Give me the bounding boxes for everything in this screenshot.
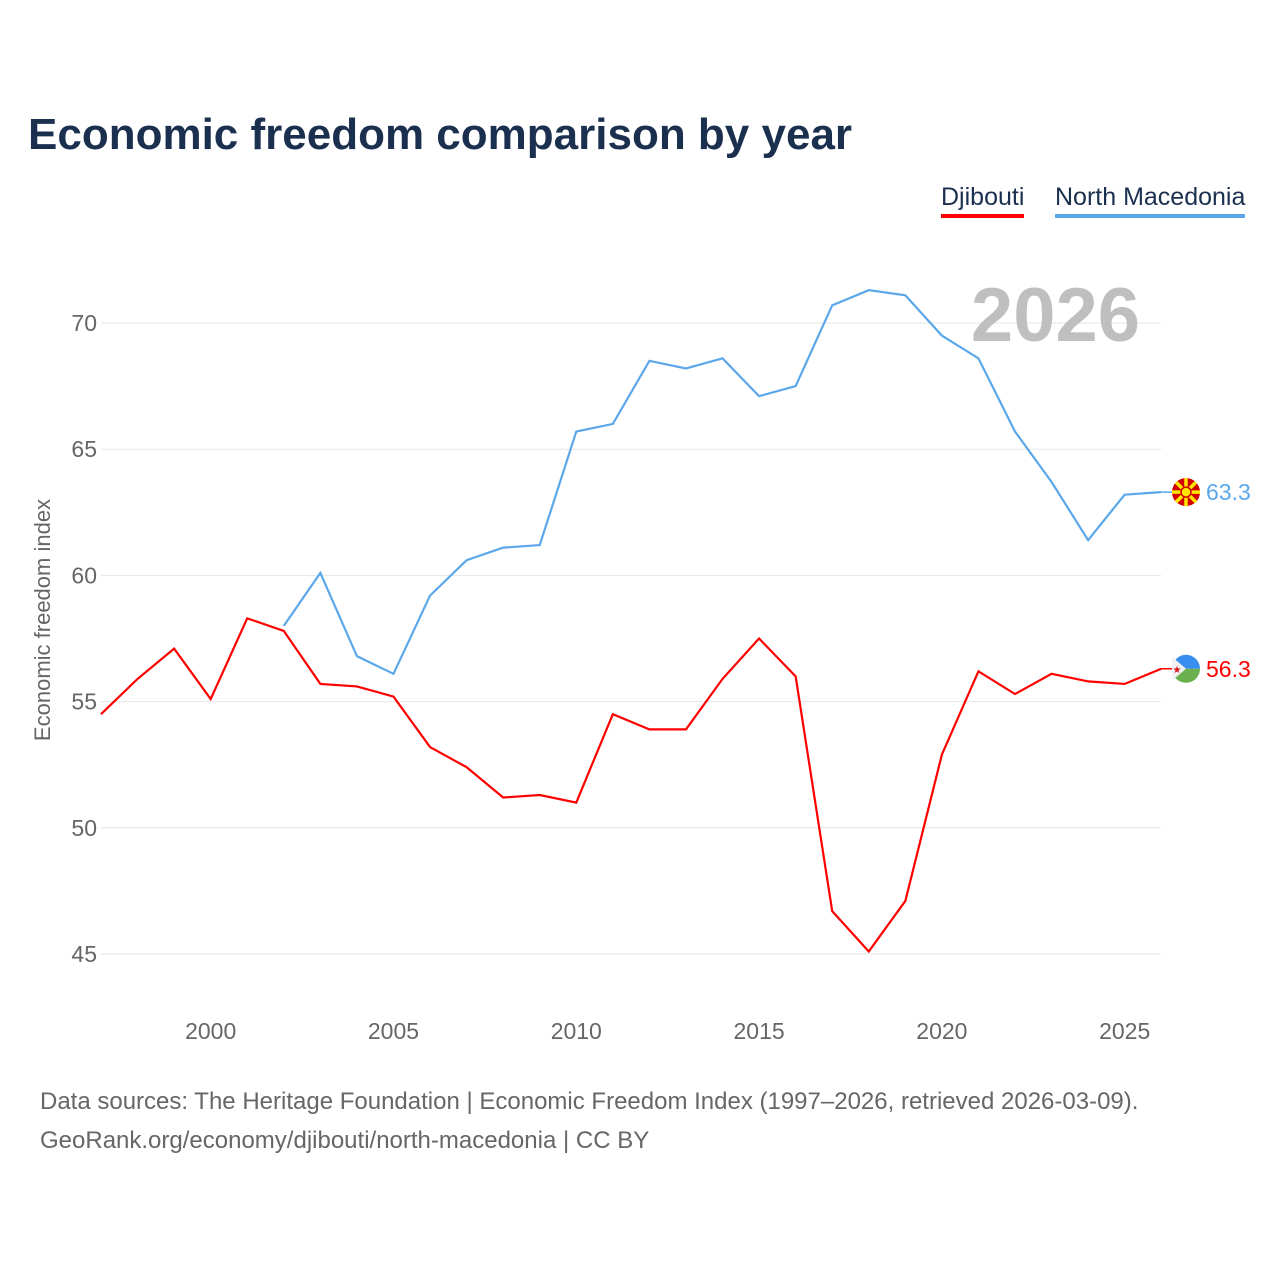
end-value-label: 56.3: [1206, 656, 1251, 682]
legend-djibouti[interactable]: Djibouti: [941, 183, 1025, 218]
x-tick-label: 2025: [1099, 1018, 1150, 1044]
series-line-djibouti: [100, 616, 1162, 954]
y-tick-label: 55: [71, 689, 97, 715]
flag-star: ★: [1173, 665, 1182, 676]
source-line-2: GeoRank.org/economy/djibouti/north-maced…: [40, 1127, 650, 1154]
series-line-north-macedonia: [282, 289, 1162, 676]
y-tick-label: 65: [71, 436, 97, 462]
x-tick-label: 2020: [916, 1018, 967, 1044]
x-tick-label: 2010: [551, 1018, 602, 1044]
year-watermark: 2026: [971, 273, 1140, 358]
flag-sun: [1180, 486, 1192, 498]
legend-north-macedonia[interactable]: North Macedonia: [1055, 183, 1246, 218]
flag-triangle: [1172, 656, 1186, 681]
y-axis-label: Economic freedom index: [30, 499, 55, 741]
y-tick-label: 45: [71, 941, 97, 967]
y-tick-label: 60: [71, 562, 97, 588]
source-line-1: Data sources: The Heritage Foundation | …: [40, 1088, 1139, 1115]
end-value-label: 63.3: [1206, 479, 1251, 505]
x-tick-label: 2015: [733, 1018, 784, 1044]
y-tick-label: 70: [71, 310, 97, 336]
chart-title: Economic freedom comparison by year: [28, 110, 853, 159]
x-tick-label: 2005: [368, 1018, 419, 1044]
y-tick-label: 50: [71, 815, 97, 841]
x-tick-label: 2000: [185, 1018, 236, 1044]
